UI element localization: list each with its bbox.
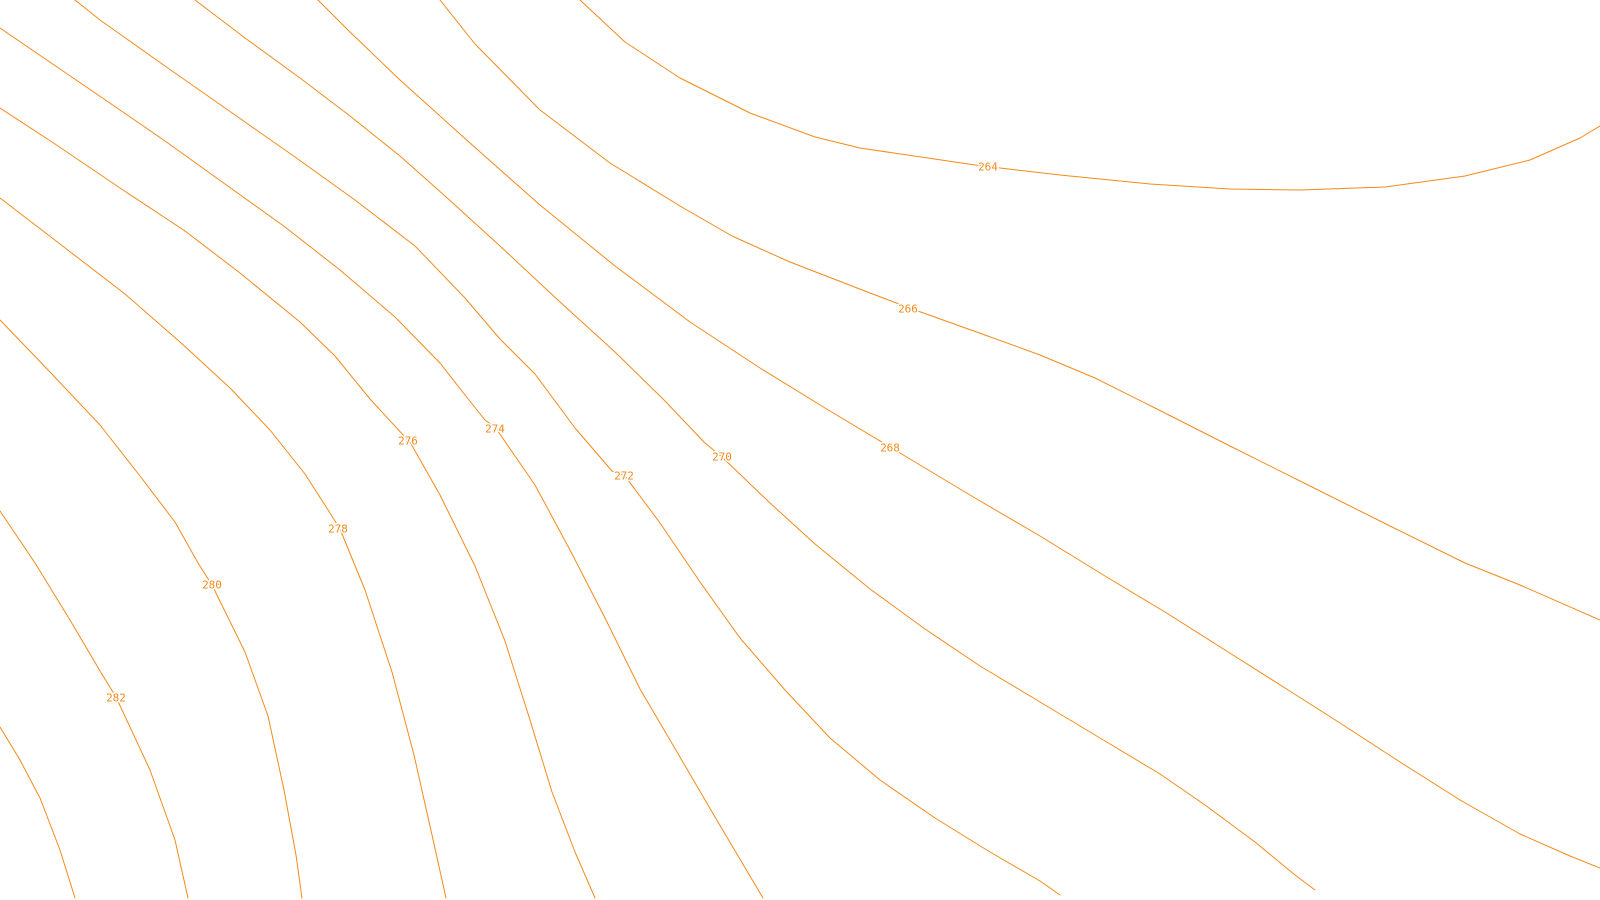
contour-278-label: 278: [328, 523, 348, 536]
contour-labels-layer: 264 266 268 270 272 274 276 278 280 282: [105, 159, 1000, 706]
contour-270-line: [194, 0, 1316, 891]
contour-282-line: [0, 510, 189, 899]
contour-266-line: [439, 0, 1600, 621]
contour-264-line: [579, 0, 1600, 191]
contour-278-line: [0, 197, 447, 899]
contour-264-label: 264: [978, 161, 998, 174]
contour-284-line: [0, 726, 76, 899]
contour-268-line: [317, 0, 1600, 869]
contour-268-label: 268: [880, 442, 900, 455]
contour-272-line: [74, 0, 1061, 896]
contour-280-line: [0, 319, 303, 899]
contour-280-label: 280: [202, 579, 222, 592]
contour-272-label: 272: [614, 470, 634, 483]
contour-266-label: 266: [898, 303, 918, 316]
contour-274-label: 274: [485, 423, 505, 436]
contour-274-line: [0, 27, 764, 899]
contour-276-label: 276: [398, 435, 418, 448]
contour-282-label: 282: [106, 692, 126, 705]
contour-270-label: 270: [712, 451, 732, 464]
contour-276-line: [0, 107, 596, 899]
